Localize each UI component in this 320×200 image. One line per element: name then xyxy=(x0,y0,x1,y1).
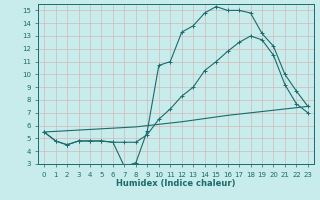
X-axis label: Humidex (Indice chaleur): Humidex (Indice chaleur) xyxy=(116,179,236,188)
